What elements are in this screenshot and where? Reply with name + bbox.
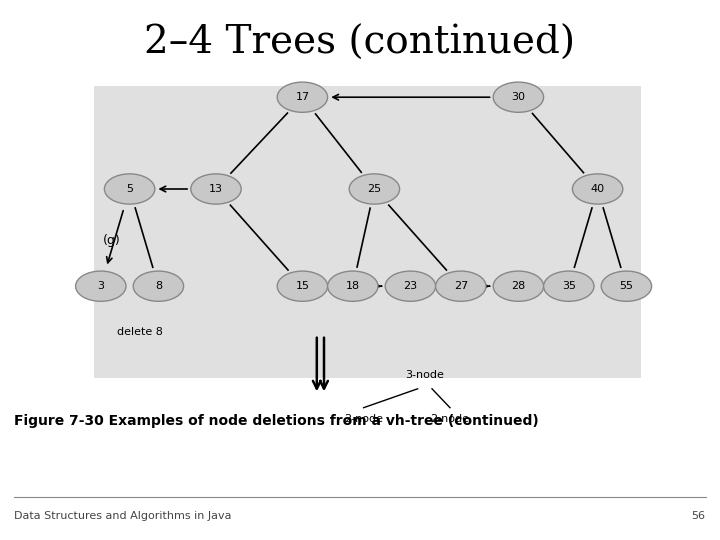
Text: 18: 18 bbox=[346, 281, 360, 291]
Ellipse shape bbox=[104, 174, 155, 204]
Text: 2–4 Trees (continued): 2–4 Trees (continued) bbox=[145, 25, 575, 62]
Text: 8: 8 bbox=[155, 281, 162, 291]
Text: Data Structures and Algorithms in Java: Data Structures and Algorithms in Java bbox=[14, 511, 232, 521]
Text: Figure 7-30 Examples of node deletions from a vh-tree (continued): Figure 7-30 Examples of node deletions f… bbox=[14, 414, 539, 428]
Ellipse shape bbox=[76, 271, 126, 301]
Ellipse shape bbox=[328, 271, 378, 301]
Text: 27: 27 bbox=[454, 281, 468, 291]
Ellipse shape bbox=[277, 82, 328, 112]
Text: 56: 56 bbox=[692, 511, 706, 521]
Ellipse shape bbox=[349, 174, 400, 204]
Ellipse shape bbox=[385, 271, 436, 301]
Ellipse shape bbox=[436, 271, 486, 301]
Text: 28: 28 bbox=[511, 281, 526, 291]
Text: 15: 15 bbox=[295, 281, 310, 291]
Ellipse shape bbox=[277, 271, 328, 301]
Text: 35: 35 bbox=[562, 281, 576, 291]
Text: (g): (g) bbox=[103, 234, 120, 247]
Text: 3-node: 3-node bbox=[405, 370, 444, 380]
Text: 2-node: 2-node bbox=[431, 414, 469, 423]
Ellipse shape bbox=[133, 271, 184, 301]
Text: 40: 40 bbox=[590, 184, 605, 194]
Ellipse shape bbox=[191, 174, 241, 204]
Text: 13: 13 bbox=[209, 184, 223, 194]
Ellipse shape bbox=[601, 271, 652, 301]
Text: 5: 5 bbox=[126, 184, 133, 194]
FancyBboxPatch shape bbox=[94, 86, 641, 378]
Text: 2-node: 2-node bbox=[344, 414, 383, 423]
Ellipse shape bbox=[572, 174, 623, 204]
Text: 55: 55 bbox=[619, 281, 634, 291]
Ellipse shape bbox=[493, 82, 544, 112]
Ellipse shape bbox=[493, 271, 544, 301]
Text: 17: 17 bbox=[295, 92, 310, 102]
Ellipse shape bbox=[544, 271, 594, 301]
Text: 3: 3 bbox=[97, 281, 104, 291]
Text: 23: 23 bbox=[403, 281, 418, 291]
Text: delete 8: delete 8 bbox=[117, 327, 163, 337]
Text: 30: 30 bbox=[511, 92, 526, 102]
Text: 25: 25 bbox=[367, 184, 382, 194]
